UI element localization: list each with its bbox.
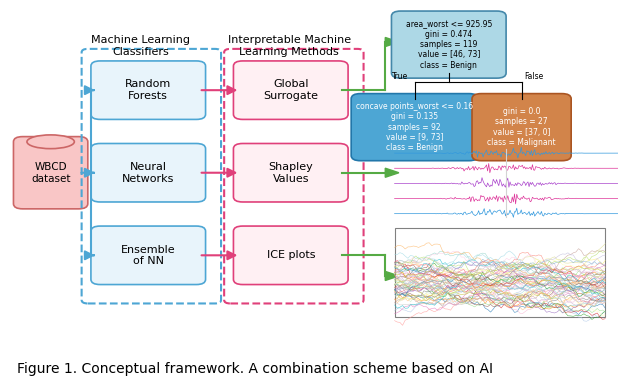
FancyBboxPatch shape xyxy=(234,61,348,119)
Text: concave points_worst <= 0.16
gini = 0.135
samples = 92
value = [9, 73]
class = B: concave points_worst <= 0.16 gini = 0.13… xyxy=(356,102,474,152)
Text: Interpretable Machine
Learning Methods: Interpretable Machine Learning Methods xyxy=(228,35,351,57)
Text: WBCD
dataset: WBCD dataset xyxy=(31,162,70,184)
Polygon shape xyxy=(385,271,399,280)
Text: Shapley
Values: Shapley Values xyxy=(268,162,313,184)
FancyBboxPatch shape xyxy=(351,94,478,161)
FancyBboxPatch shape xyxy=(91,61,205,119)
FancyBboxPatch shape xyxy=(13,136,88,209)
FancyBboxPatch shape xyxy=(472,94,571,161)
Text: Random
Forests: Random Forests xyxy=(125,79,171,101)
FancyBboxPatch shape xyxy=(91,226,205,285)
Ellipse shape xyxy=(27,135,74,149)
FancyBboxPatch shape xyxy=(234,144,348,202)
Text: True: True xyxy=(392,72,408,81)
Polygon shape xyxy=(385,37,399,46)
Text: Figure 1. Conceptual framework. A combination scheme based on AI: Figure 1. Conceptual framework. A combin… xyxy=(16,362,492,376)
Polygon shape xyxy=(385,168,399,177)
FancyBboxPatch shape xyxy=(91,144,205,202)
Text: Global
Surrogate: Global Surrogate xyxy=(263,79,318,101)
Text: Ensemble
of NN: Ensemble of NN xyxy=(121,245,176,266)
FancyBboxPatch shape xyxy=(391,11,506,78)
Bar xyxy=(394,228,605,317)
Text: ICE plots: ICE plots xyxy=(266,250,315,260)
Text: False: False xyxy=(524,72,544,81)
Text: Machine Learning
Classifiers: Machine Learning Classifiers xyxy=(91,35,190,57)
Text: area_worst <= 925.95
gini = 0.474
samples = 119
value = [46, 73]
class = Benign: area_worst <= 925.95 gini = 0.474 sample… xyxy=(406,19,492,70)
Text: gini = 0.0
samples = 27
value = [37, 0]
class = Malignant: gini = 0.0 samples = 27 value = [37, 0] … xyxy=(487,107,556,147)
FancyBboxPatch shape xyxy=(234,226,348,285)
Text: Neural
Networks: Neural Networks xyxy=(122,162,175,184)
